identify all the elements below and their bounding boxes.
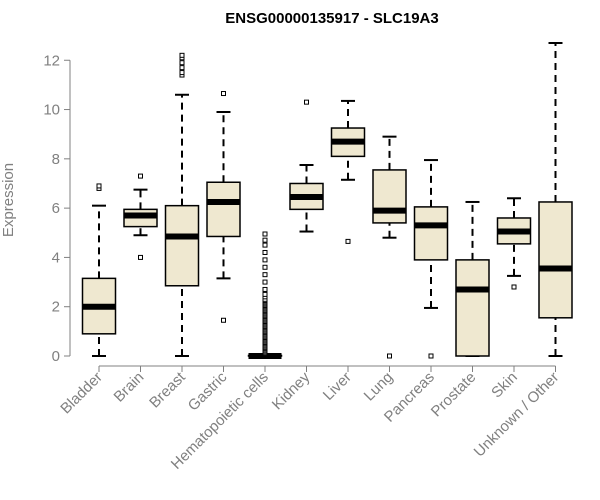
outlier-point (428, 353, 434, 359)
box-iqr (206, 181, 241, 238)
box-skin (496, 197, 532, 290)
box-gastric (206, 91, 241, 323)
outlier-point (138, 254, 143, 260)
outlier-point (262, 291, 268, 297)
outlier-point (262, 279, 268, 285)
box-bladder (81, 183, 117, 357)
outlier-point (262, 264, 268, 270)
x-tick-label: Brain (111, 369, 148, 406)
outlier-point (262, 242, 268, 248)
outlier-point (262, 257, 268, 263)
y-tick-label: 10 (43, 102, 60, 119)
box-hematopoietic-cells (247, 231, 283, 359)
box-prostate (455, 200, 490, 357)
y-tick-label: 0 (52, 348, 60, 365)
x-tick-label: Lung (361, 369, 397, 405)
y-tick-label: 12 (43, 52, 60, 69)
chart-title: ENSG00000135917 - SLC19A3 (225, 10, 438, 27)
outlier-point (179, 65, 185, 71)
outlier-point (304, 99, 309, 105)
x-tick-label: Prostate (428, 369, 480, 421)
outlier-point (221, 317, 226, 323)
outlier-point (387, 353, 392, 359)
outlier-point (262, 237, 268, 243)
outlier-point (179, 70, 185, 76)
y-axis-label: Expression (0, 163, 17, 237)
box-kidney (289, 99, 324, 233)
box-iqr (413, 206, 449, 261)
outlier-point (262, 272, 268, 278)
y-tick-label: 2 (52, 299, 60, 316)
outlier-point (96, 183, 102, 189)
y-tick-label: 8 (52, 151, 60, 168)
outlier-point (262, 286, 268, 292)
outlier-point (262, 231, 268, 237)
y-tick-label: 6 (52, 200, 60, 217)
outlier-point (511, 284, 517, 290)
box-liver (330, 99, 366, 244)
box-iqr (538, 201, 573, 319)
x-tick-label: Skin (488, 369, 521, 402)
box-iqr (372, 169, 407, 224)
box-breast (164, 52, 200, 357)
x-tick-label: Breast (146, 368, 189, 411)
outlier-point (138, 173, 143, 179)
x-tick-label: Bladder (57, 369, 106, 418)
y-tick-label: 4 (52, 249, 60, 266)
outlier-point (262, 249, 268, 255)
x-tick-label: Kidney (269, 368, 314, 413)
box-iqr (455, 259, 490, 357)
outlier-point (345, 238, 351, 244)
outlier-point (179, 60, 185, 66)
box-lung (372, 135, 407, 359)
x-tick-label: Liver (320, 369, 355, 404)
outlier-point (221, 91, 226, 97)
box-iqr (164, 204, 200, 287)
outlier-point (179, 52, 185, 58)
box-unknown-other (538, 42, 573, 357)
box-brain (123, 173, 158, 260)
boxes (81, 42, 573, 359)
box-pancreas (413, 159, 449, 359)
